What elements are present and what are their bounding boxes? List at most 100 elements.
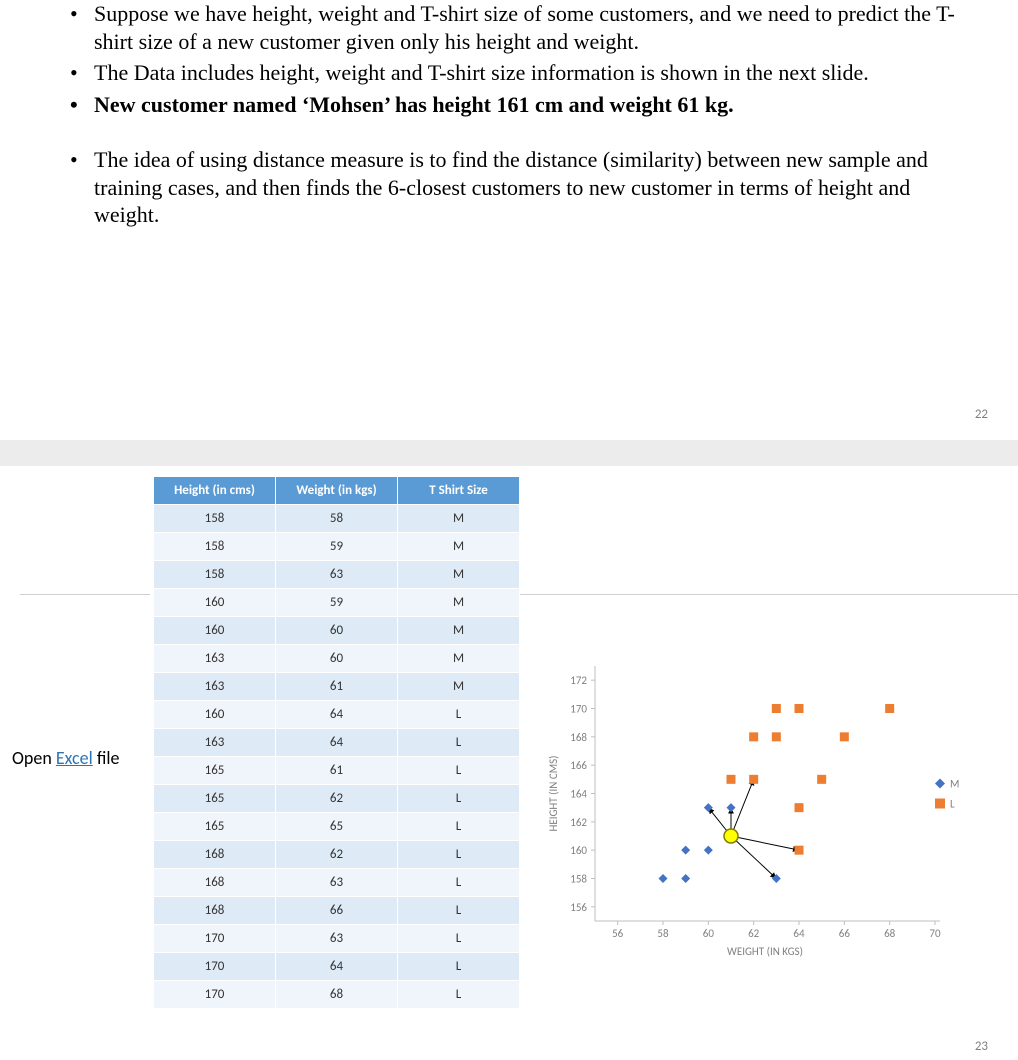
page-number-22: 22 xyxy=(975,407,988,422)
svg-text:166: 166 xyxy=(570,759,587,772)
table-cell: 158 xyxy=(154,533,276,561)
data-point-l xyxy=(885,704,894,713)
excel-link[interactable]: Excel xyxy=(56,747,93,769)
table-row: 16562L xyxy=(154,785,520,813)
page-number-23: 23 xyxy=(975,1039,988,1054)
svg-text:168: 168 xyxy=(570,731,587,744)
bullet-item: New customer named ‘Mohsen’ has height 1… xyxy=(60,91,958,119)
data-point-m xyxy=(659,874,668,883)
svg-text:WEIGHT (IN KGS): WEIGHT (IN KGS) xyxy=(727,945,803,958)
table-cell: L xyxy=(398,897,520,925)
table-cell: 68 xyxy=(276,981,398,1009)
table-cell: 59 xyxy=(276,533,398,561)
svg-text:HEIGHT (IN CMS): HEIGHT (IN CMS) xyxy=(547,756,560,832)
table-cell: L xyxy=(398,925,520,953)
svg-text:64: 64 xyxy=(793,927,805,940)
table-cell: L xyxy=(398,813,520,841)
open-excel-prefix: Open xyxy=(12,747,56,769)
table-cell: L xyxy=(398,729,520,757)
scatter-chart-container: 5658606264666870156158160162164166168170… xyxy=(540,656,990,966)
data-point-l xyxy=(749,732,758,741)
table-cell: 168 xyxy=(154,841,276,869)
table-cell: 160 xyxy=(154,617,276,645)
table-column-header: Height (in cms) xyxy=(154,477,276,505)
table-cell: 163 xyxy=(154,673,276,701)
table-cell: 63 xyxy=(276,925,398,953)
rule-left xyxy=(20,594,150,595)
slide-divider xyxy=(0,440,1018,466)
table-row: 16064L xyxy=(154,701,520,729)
svg-text:156: 156 xyxy=(570,901,587,914)
table-cell: 66 xyxy=(276,897,398,925)
data-point-l xyxy=(749,775,758,784)
table-cell: M xyxy=(398,617,520,645)
data-point-m xyxy=(704,846,713,855)
rule-right xyxy=(500,594,1018,595)
table-cell: 59 xyxy=(276,589,398,617)
table-cell: 65 xyxy=(276,813,398,841)
svg-text:66: 66 xyxy=(839,927,851,940)
table-cell: L xyxy=(398,981,520,1009)
table-cell: 160 xyxy=(154,589,276,617)
table-cell: 170 xyxy=(154,925,276,953)
table-cell: 165 xyxy=(154,757,276,785)
data-point-l xyxy=(840,732,849,741)
table-cell: 165 xyxy=(154,785,276,813)
svg-text:158: 158 xyxy=(570,873,587,886)
svg-text:164: 164 xyxy=(570,788,587,801)
table-cell: M xyxy=(398,533,520,561)
data-point-l xyxy=(795,846,804,855)
table-cell: M xyxy=(398,505,520,533)
table-cell: 64 xyxy=(276,701,398,729)
table-row: 17064L xyxy=(154,953,520,981)
table-cell: 63 xyxy=(276,869,398,897)
table-row: 15858M xyxy=(154,505,520,533)
table-cell: 158 xyxy=(154,561,276,589)
slide-2: Open Excel file Height (in cms)Weight (i… xyxy=(0,466,1018,1060)
svg-text:58: 58 xyxy=(657,927,669,940)
table-cell: 60 xyxy=(276,645,398,673)
table-row: 17063L xyxy=(154,925,520,953)
table-cell: L xyxy=(398,869,520,897)
table-header-row: Height (in cms)Weight (in kgs)T Shirt Si… xyxy=(154,477,520,505)
open-excel-suffix: file xyxy=(93,747,120,769)
table-row: 15863M xyxy=(154,561,520,589)
table-cell: 62 xyxy=(276,841,398,869)
table-cell: 64 xyxy=(276,729,398,757)
svg-text:60: 60 xyxy=(703,927,715,940)
table-cell: 168 xyxy=(154,869,276,897)
data-point-m xyxy=(681,874,690,883)
data-table-container: Height (in cms)Weight (in kgs)T Shirt Si… xyxy=(153,476,520,1009)
table-cell: L xyxy=(398,757,520,785)
table-row: 16866L xyxy=(154,897,520,925)
highlight-point xyxy=(724,829,738,843)
data-point-l xyxy=(772,732,781,741)
svg-text:56: 56 xyxy=(612,927,624,940)
table-cell: 170 xyxy=(154,981,276,1009)
svg-text:160: 160 xyxy=(570,844,587,857)
table-cell: 160 xyxy=(154,701,276,729)
table-cell: 170 xyxy=(154,953,276,981)
svg-text:172: 172 xyxy=(570,674,587,687)
table-cell: L xyxy=(398,785,520,813)
table-column-header: T Shirt Size xyxy=(398,477,520,505)
bullet-item: The idea of using distance measure is to… xyxy=(60,146,958,229)
table-cell: M xyxy=(398,645,520,673)
table-row: 16361M xyxy=(154,673,520,701)
data-point-l xyxy=(795,803,804,812)
table-row: 16364L xyxy=(154,729,520,757)
table-cell: 64 xyxy=(276,953,398,981)
table-cell: L xyxy=(398,953,520,981)
data-table: Height (in cms)Weight (in kgs)T Shirt Si… xyxy=(153,476,520,1009)
table-cell: M xyxy=(398,589,520,617)
svg-text:62: 62 xyxy=(748,927,760,940)
data-point-m xyxy=(681,846,690,855)
slide-1: Suppose we have height, weight and T-shi… xyxy=(0,0,1018,440)
svg-text:162: 162 xyxy=(570,816,587,829)
table-cell: L xyxy=(398,841,520,869)
data-point-l xyxy=(817,775,826,784)
table-row: 16059M xyxy=(154,589,520,617)
data-point-l xyxy=(727,775,736,784)
table-cell: 61 xyxy=(276,757,398,785)
svg-text:L: L xyxy=(950,798,955,811)
